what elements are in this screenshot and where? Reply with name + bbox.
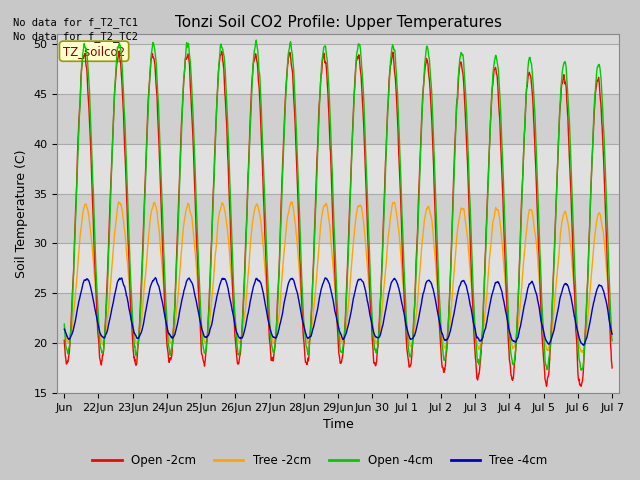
Bar: [58, 243, 619, 293]
Title: Tonzi Soil CO2 Profile: Upper Temperatures: Tonzi Soil CO2 Profile: Upper Temperatur…: [175, 15, 502, 30]
Bar: [58, 293, 619, 343]
Bar: [58, 44, 619, 94]
Bar: [58, 343, 619, 393]
Text: No data for f_T2_TC1: No data for f_T2_TC1: [13, 17, 138, 28]
Bar: [58, 94, 619, 144]
Y-axis label: Soil Temperature (C): Soil Temperature (C): [15, 149, 28, 278]
Bar: [58, 193, 619, 243]
Text: TZ_soilco2: TZ_soilco2: [63, 45, 125, 58]
Bar: [58, 144, 619, 193]
Text: No data for f_T2_TC2: No data for f_T2_TC2: [13, 31, 138, 42]
X-axis label: Time: Time: [323, 419, 353, 432]
Legend: Open -2cm, Tree -2cm, Open -4cm, Tree -4cm: Open -2cm, Tree -2cm, Open -4cm, Tree -4…: [88, 449, 552, 472]
